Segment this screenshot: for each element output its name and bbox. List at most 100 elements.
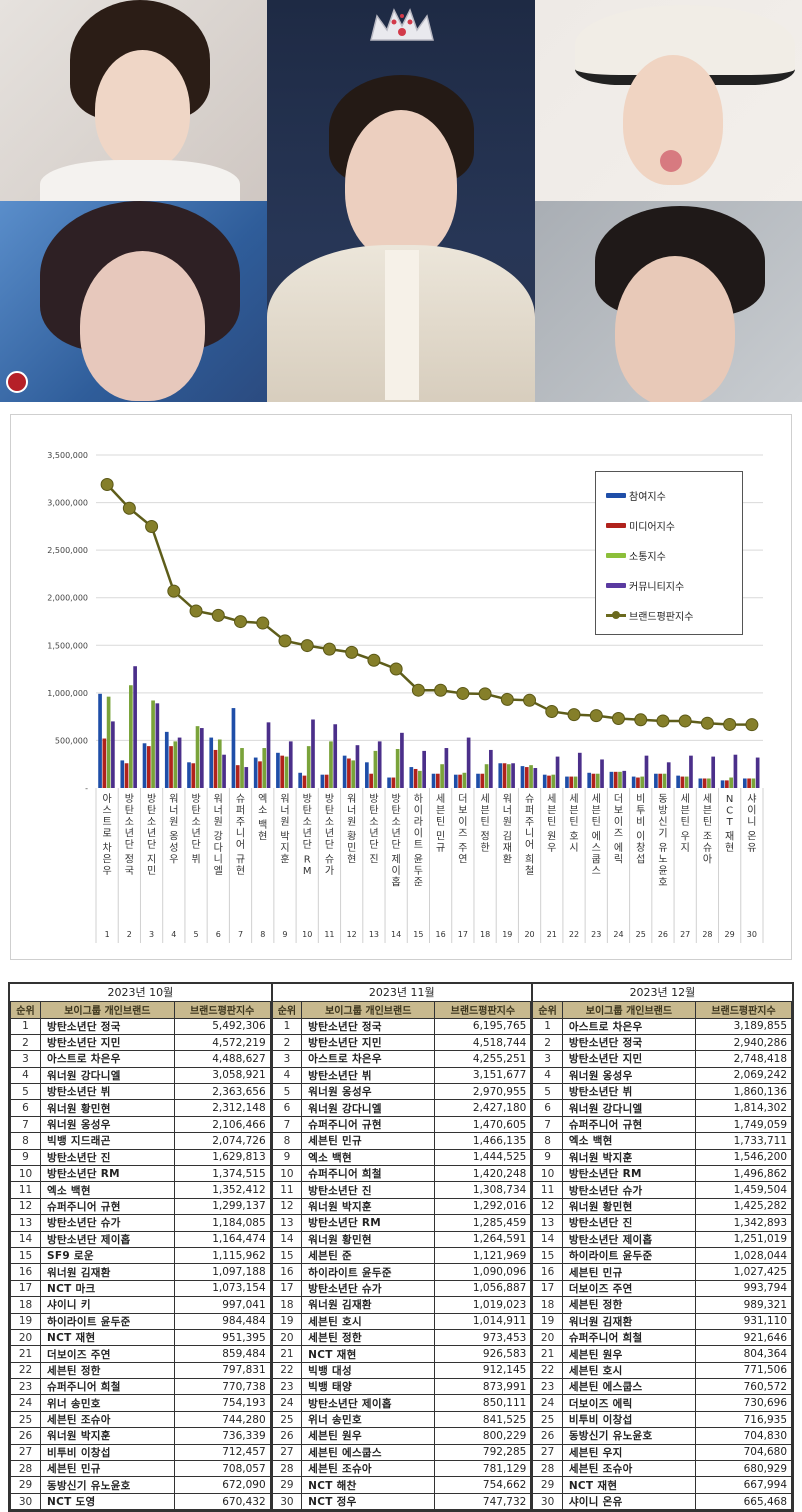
score-cell: 1,164,474 [173, 1230, 271, 1248]
brand-name-cell: 세븐틴 원우 [301, 1427, 436, 1445]
x-category-label: 현 [236, 865, 245, 877]
rank-cell: 4 [271, 1066, 303, 1085]
rank-cell: 5 [10, 1083, 41, 1101]
score-cell: 5,492,306 [173, 1017, 271, 1035]
line-marker [678, 714, 692, 728]
rank-cell: 8 [271, 1132, 303, 1150]
bar [111, 721, 115, 788]
bar [547, 775, 551, 788]
rank-cell: 11 [531, 1181, 563, 1199]
brand-name-cell: 워너원 황민현 [301, 1230, 436, 1248]
bar [280, 755, 285, 788]
bar [644, 755, 649, 788]
score-cell: 841,525 [434, 1410, 532, 1429]
table-row: 8 엑소 백현 1,733,711 [531, 1132, 793, 1150]
x-category-label: 김 [503, 831, 512, 843]
line-marker [345, 645, 359, 659]
x-category-label: 로 [103, 829, 112, 840]
x-category-label: 호 [569, 831, 578, 843]
score-cell: 754,662 [434, 1476, 532, 1494]
rank-cell: 19 [271, 1312, 303, 1330]
rank-cell: 26 [271, 1427, 303, 1445]
x-category-label: 원 [547, 831, 556, 843]
bar [565, 776, 569, 788]
bar [725, 780, 729, 788]
table-row: 2 방탄소년단 정국 2,940,286 [531, 1033, 793, 1052]
x-category-label: C [726, 806, 733, 817]
x-category-label: 비 [636, 816, 645, 828]
bar [431, 773, 436, 788]
x-category-label: 보 [458, 805, 467, 817]
x-category-label: 소 [325, 816, 334, 828]
bar [587, 772, 592, 788]
score-cell: 672,090 [173, 1476, 271, 1494]
x-rank-number: 17 [458, 930, 468, 939]
rank-cell: 5 [271, 1083, 303, 1101]
brand-name-cell: 세븐틴 정한 [561, 1296, 697, 1314]
rank-cell: 23 [10, 1378, 41, 1396]
x-rank-number: 28 [702, 930, 712, 939]
column-header: 브랜드평판지수 [695, 1000, 793, 1019]
brand-name-cell: 방탄소년단 뷔 [301, 1066, 436, 1085]
brand-name-cell: 세븐틴 조슈아 [561, 1460, 697, 1478]
x-category-label: 제 [392, 854, 401, 866]
score-cell: 770,738 [173, 1378, 271, 1396]
bar [444, 748, 449, 788]
brand-name-cell: 워너원 강다니엘 [561, 1099, 697, 1117]
score-cell: 993,794 [695, 1279, 793, 1298]
month-title: 2023년 12월 [532, 984, 792, 1002]
bar [306, 746, 311, 788]
score-cell: 792,285 [434, 1443, 532, 1462]
score-cell: 951,395 [173, 1328, 271, 1347]
x-category-label: 븐 [592, 805, 601, 817]
x-category-label: R [304, 855, 311, 866]
table-row: 20 NCT 재현 951,395 [10, 1328, 271, 1347]
bar [618, 771, 622, 788]
rank-cell: 29 [10, 1476, 41, 1494]
bar [609, 771, 614, 788]
rank-cell: 22 [271, 1361, 303, 1380]
score-cell: 1,425,282 [695, 1197, 793, 1216]
brand-name-cell: 방탄소년단 뷔 [561, 1083, 697, 1101]
x-category-label: 이 [414, 805, 423, 817]
score-cell: 708,057 [173, 1460, 271, 1478]
legend-item-brand: 브랜드평판지수 [606, 600, 732, 630]
score-cell: 760,572 [695, 1378, 793, 1396]
table-row: 6 워너원 강다니엘 2,427,180 [271, 1099, 532, 1117]
x-category-label: 지 [147, 854, 156, 866]
rank-cell: 26 [531, 1427, 563, 1445]
table-row: 6 워너원 강다니엘 1,814,302 [531, 1099, 793, 1117]
score-cell: 997,041 [173, 1296, 271, 1314]
line-marker [700, 716, 714, 730]
brand-name-cell: 워너원 김재환 [561, 1312, 697, 1330]
table-row: 18 워너원 김재환 1,019,023 [271, 1296, 532, 1314]
score-cell: 1,352,412 [173, 1181, 271, 1199]
x-rank-number: 16 [436, 930, 446, 939]
legend-label: 참여지수 [629, 491, 666, 503]
x-category-label: 스 [592, 842, 601, 854]
score-cell: 680,929 [695, 1460, 793, 1478]
table-row: 11 엑소 백현 1,352,412 [10, 1181, 271, 1199]
brand-name-cell: 동방신기 유노윤호 [561, 1427, 697, 1445]
chart-legend: 참여지수 미디어지수 소통지수 커뮤니티지수 브랜드평판지수 [595, 471, 743, 635]
score-cell: 921,646 [695, 1328, 793, 1347]
bar [413, 768, 418, 788]
x-category-label: 시 [569, 842, 578, 854]
brand-name-cell: 세븐틴 호시 [561, 1361, 697, 1380]
legend-item-media: 미디어지수 [606, 510, 732, 540]
monthly-ranking-tables: 2023년 10월 순위 보이그룹 개인브랜드 브랜드평판지수 1 방탄소년단 정국 5,4… [8, 982, 794, 1512]
score-cell: 6,195,765 [434, 1017, 532, 1035]
brand-name-cell: 슈퍼주니어 규현 [561, 1115, 697, 1134]
brand-name-cell: 방탄소년단 제이홉 [301, 1394, 436, 1412]
table-row: 3 방탄소년단 지민 2,748,418 [531, 1050, 793, 1068]
x-category-label: 에 [592, 831, 601, 843]
line-marker [278, 634, 292, 648]
bar [244, 767, 249, 788]
line-marker [723, 717, 737, 731]
table-row: 21 더보이즈 주연 859,484 [10, 1345, 271, 1363]
table-row: 26 워너원 박지훈 736,339 [10, 1427, 271, 1445]
brand-name-cell: 워너원 황민현 [561, 1197, 697, 1216]
score-cell: 800,229 [434, 1427, 532, 1445]
x-category-label: 븐 [703, 805, 712, 817]
x-category-label: 니 [747, 816, 756, 828]
